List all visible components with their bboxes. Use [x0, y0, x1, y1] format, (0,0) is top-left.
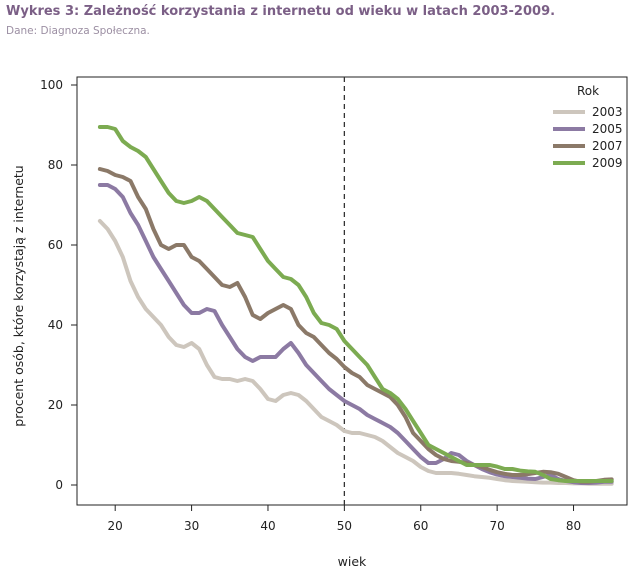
x-tick-label-50: 50 — [337, 519, 352, 533]
x-tick-label-60: 60 — [413, 519, 428, 533]
y-axis-label: procent osób, które korzystają z interne… — [11, 165, 26, 426]
x-tick-label-70: 70 — [489, 519, 504, 533]
series-line-2005 — [97, 183, 614, 485]
y-tick-label-0: 0 — [55, 478, 63, 492]
series-line-2009 — [97, 125, 614, 483]
y-tick-label-40: 40 — [48, 318, 63, 332]
y-tick-label-20: 20 — [48, 398, 63, 412]
x-tick-label-20: 20 — [108, 519, 123, 533]
legend-label-2005: 2005 — [592, 122, 623, 136]
series-line-2007 — [97, 167, 614, 484]
legend-label-2007: 2007 — [592, 139, 623, 153]
legend: Rok 2003 2005 2007 2009 — [553, 84, 623, 170]
y-tick-label-80: 80 — [48, 158, 63, 172]
axis-ticks: 20 30 40 50 60 70 80 0 20 40 60 80 100 — [40, 78, 581, 533]
x-axis-label: wiek — [338, 554, 367, 569]
y-tick-label-60: 60 — [48, 238, 63, 252]
legend-label-2009: 2009 — [592, 156, 623, 170]
chart-title: Wykres 3: Zależność korzystania z intern… — [6, 4, 556, 19]
plot-frame — [76, 76, 628, 506]
legend-title: Rok — [577, 84, 599, 98]
x-tick-label-40: 40 — [260, 519, 275, 533]
legend-label-2003: 2003 — [592, 105, 623, 119]
y-tick-label-100: 100 — [40, 78, 63, 92]
x-tick-label-80: 80 — [566, 519, 581, 533]
series-line-2003 — [97, 219, 614, 486]
series-lines — [97, 125, 614, 486]
x-tick-label-30: 30 — [184, 519, 199, 533]
chart-source: Dane: Diagnoza Społeczna. — [6, 25, 150, 37]
